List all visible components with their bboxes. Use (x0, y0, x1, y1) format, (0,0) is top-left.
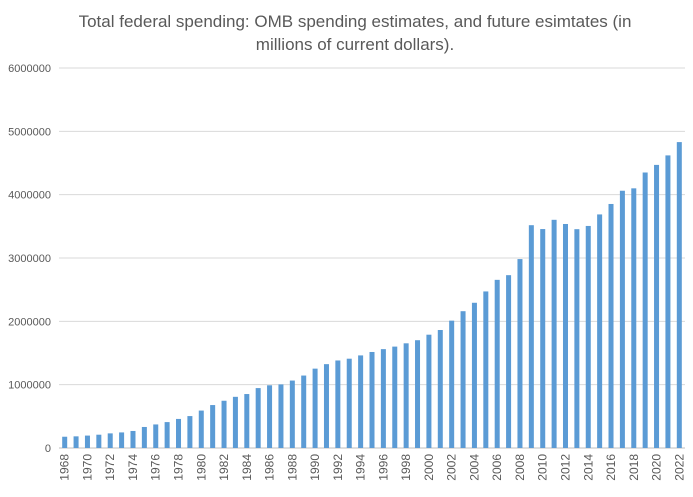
bars (62, 142, 682, 449)
bar-2012 (562, 223, 568, 448)
x-tick-label: 1972 (103, 454, 117, 481)
bar-1968 (62, 436, 68, 448)
y-tick-label: 0 (45, 443, 51, 455)
bar-2008 (517, 259, 523, 448)
bar-2006 (494, 279, 500, 448)
y-tick-label: 3000000 (8, 253, 51, 265)
x-tick-label: 2022 (672, 454, 686, 481)
bar-1990 (312, 368, 318, 448)
chart-title: Total federal spending: OMB spending est… (78, 12, 632, 54)
bar-1989 (301, 375, 307, 448)
x-tick-label: 2018 (627, 454, 641, 481)
bar-1997 (392, 346, 398, 448)
bar-1973 (119, 432, 125, 448)
bar-1980 (198, 410, 204, 448)
x-tick-label: 1988 (285, 454, 299, 481)
x-tick-label: 1998 (399, 454, 413, 481)
bar-2016 (608, 203, 614, 448)
bar-2013 (574, 229, 580, 448)
bar-2002 (449, 320, 455, 448)
x-tick-label: 1968 (58, 454, 72, 481)
bar-1971 (96, 434, 102, 448)
x-tick-label: 1970 (80, 454, 94, 481)
x-tick-label: 1974 (126, 454, 140, 481)
x-axis-tick-labels: 1968 1970 1972 1974 1976 1978 1980 1982 1984 1986… (58, 454, 687, 481)
x-tick-label: 2016 (604, 454, 618, 481)
bar-1994 (358, 355, 364, 448)
x-tick-label: 1980 (194, 454, 208, 481)
bar-2004 (471, 302, 477, 448)
bar-2005 (483, 291, 489, 448)
bar-2007 (506, 275, 512, 448)
x-tick-label: 2000 (422, 454, 436, 481)
x-tick-label: 2010 (536, 454, 550, 481)
x-tick-label: 2014 (581, 454, 595, 481)
bar-2011 (551, 219, 557, 448)
bar-2009 (528, 225, 534, 448)
bar-1982 (221, 400, 227, 448)
bar-1974 (130, 430, 136, 448)
bar-2015 (597, 214, 603, 448)
bar-1981 (210, 405, 216, 448)
bar-1976 (153, 424, 159, 448)
bar-1999 (415, 340, 421, 448)
bar-1977 (164, 422, 170, 448)
bar-1975 (141, 426, 147, 448)
bar-1988 (289, 380, 295, 448)
y-tick-label: 4000000 (8, 190, 51, 202)
bar-1991 (323, 364, 329, 448)
x-tick-label: 1996 (376, 454, 390, 481)
bar-1993 (346, 358, 352, 448)
bar-1979 (187, 416, 193, 448)
bar-1996 (380, 349, 386, 448)
bar-2020 (654, 164, 660, 448)
bar-2003 (460, 311, 466, 448)
y-tick-label: 1000000 (8, 380, 51, 392)
x-tick-label: 2008 (513, 454, 527, 481)
bar-1995 (369, 351, 375, 448)
bar-2019 (642, 172, 648, 448)
x-tick-label: 2006 (490, 454, 504, 481)
y-tick-label: 2000000 (8, 316, 51, 328)
x-tick-label: 1982 (217, 454, 231, 481)
bar-1998 (403, 343, 409, 448)
x-tick-label: 1992 (331, 454, 345, 481)
bar-2000 (426, 334, 432, 448)
bar-1972 (107, 433, 113, 448)
bar-1987 (278, 384, 284, 448)
bar-1984 (244, 394, 250, 448)
bar-1983 (232, 396, 238, 448)
x-tick-label: 2004 (467, 454, 481, 481)
bar-2017 (619, 190, 625, 449)
x-tick-label: 1976 (149, 454, 163, 481)
bar-1985 (255, 388, 261, 448)
bar-1992 (335, 360, 341, 448)
x-tick-label: 1994 (354, 454, 368, 481)
y-tick-label: 6000000 (8, 63, 51, 75)
bar-1970 (84, 435, 90, 448)
y-axis-tick-labels: 0 1000000 2000000 3000000 4000000 5000000 6000… (8, 63, 51, 455)
bar-2021 (665, 155, 671, 448)
x-tick-label: 1984 (240, 454, 254, 481)
x-tick-label: 1978 (172, 454, 186, 481)
y-tick-label: 5000000 (8, 126, 51, 138)
x-tick-label: 2020 (650, 454, 664, 481)
bar-2001 (437, 330, 443, 448)
bar-1969 (73, 436, 79, 448)
bar-2010 (540, 229, 546, 448)
bar-2018 (631, 188, 637, 449)
bar-2014 (585, 225, 591, 448)
x-tick-label: 1986 (263, 454, 277, 481)
bar-1986 (267, 385, 273, 448)
bar-1978 (176, 418, 182, 448)
x-tick-label: 2012 (558, 454, 572, 481)
x-tick-label: 1990 (308, 454, 322, 481)
bar-2022 (676, 142, 682, 448)
x-tick-label: 2002 (445, 454, 459, 481)
